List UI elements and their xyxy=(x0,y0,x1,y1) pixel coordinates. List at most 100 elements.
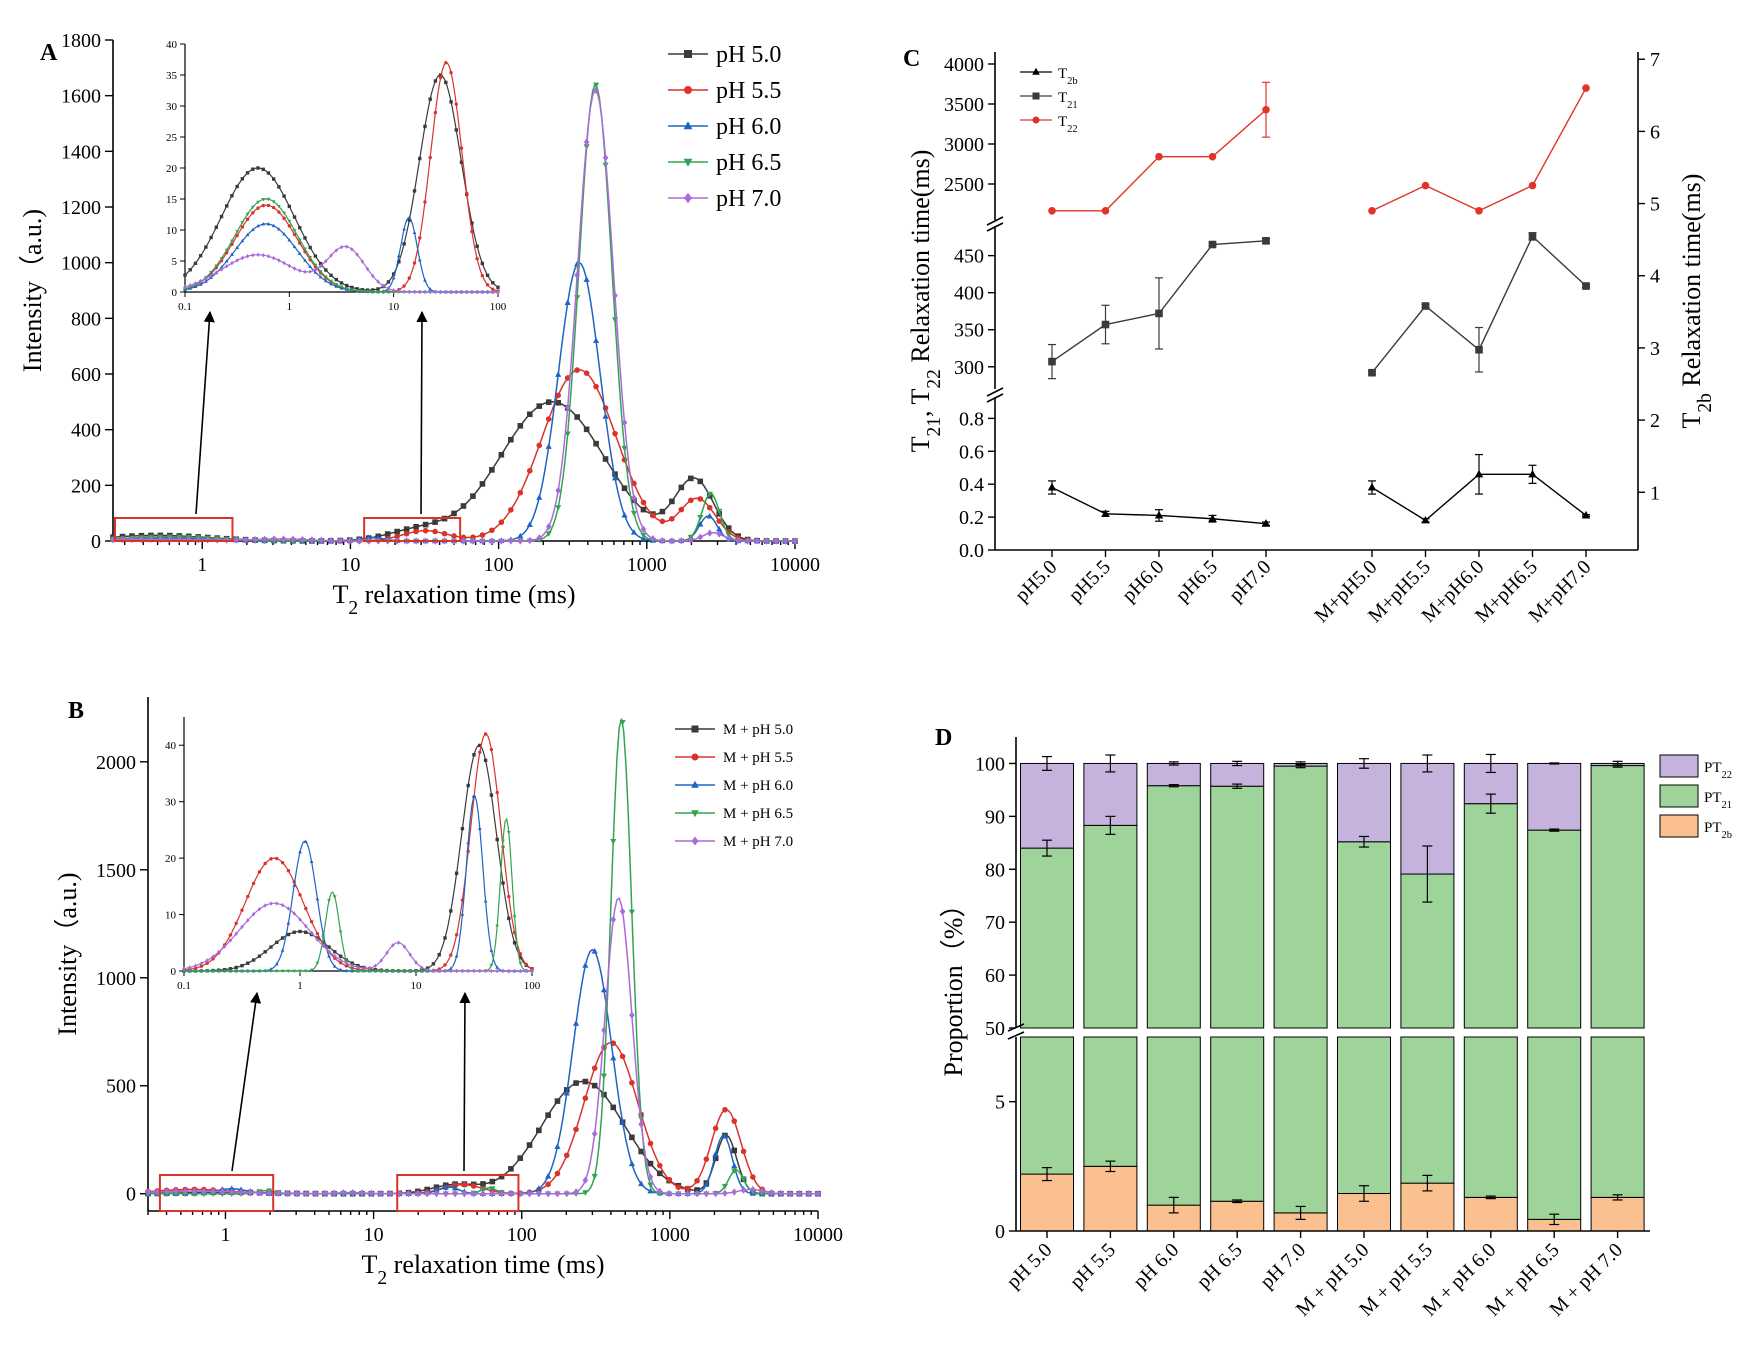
inset-data-point xyxy=(386,280,391,284)
bar-pt22 xyxy=(1527,762,1582,831)
inset-data-point xyxy=(477,826,482,830)
inset-data-point xyxy=(235,230,240,234)
legend-label: pH 6.5 xyxy=(716,150,781,176)
data-point xyxy=(1047,482,1057,491)
inset-data-point xyxy=(219,267,224,272)
data-point xyxy=(303,1189,309,1198)
inset-data-point xyxy=(234,965,238,970)
inset-data-point xyxy=(367,969,372,974)
data-point xyxy=(640,506,647,513)
data-point xyxy=(1101,509,1110,517)
data-point xyxy=(1475,345,1483,354)
inset-data-point xyxy=(315,931,320,936)
data-point xyxy=(489,467,495,473)
data-point xyxy=(706,504,713,511)
series-line xyxy=(147,1041,818,1195)
data-point xyxy=(610,915,617,924)
inset-x-tick-label: 0.1 xyxy=(178,301,192,313)
inset-y-tick-label: 0 xyxy=(171,966,177,978)
data-point xyxy=(564,431,571,438)
inset-data-point xyxy=(292,969,297,974)
data-point xyxy=(173,1187,179,1195)
data-point xyxy=(697,533,704,541)
data-point xyxy=(433,1186,440,1193)
data-point xyxy=(722,1106,728,1113)
inset-data-point xyxy=(507,894,511,899)
left-y-axis-label-part: 22 xyxy=(924,369,945,389)
inset-data-point xyxy=(297,251,302,256)
y-tick-label: 80 xyxy=(985,859,1005,881)
data-point xyxy=(1474,469,1484,478)
data-point xyxy=(703,1190,710,1198)
inset-data-point xyxy=(263,903,267,908)
data-point xyxy=(1101,320,1110,329)
data-point xyxy=(563,1189,570,1198)
inset-x-tick-label: 10 xyxy=(388,301,400,313)
inset-data-point xyxy=(240,225,245,229)
inset-data-point xyxy=(269,945,273,949)
zoom-box xyxy=(114,517,234,542)
inset-data-point xyxy=(379,969,384,974)
inset-data-point xyxy=(329,282,333,286)
inset-data-point xyxy=(277,258,281,263)
inset-data-point xyxy=(282,232,286,236)
inset-data-point xyxy=(324,258,328,264)
data-point xyxy=(554,1098,561,1104)
inset-data-point xyxy=(396,940,401,945)
inset-data-point xyxy=(332,895,337,899)
data-point xyxy=(284,1189,291,1198)
data-point xyxy=(678,484,685,491)
data-point xyxy=(773,537,779,545)
legend-label: M + pH 6.0 xyxy=(723,778,793,794)
bar-pt21-upper xyxy=(1020,847,1074,1029)
data-point xyxy=(669,515,675,522)
inset-data-point xyxy=(454,102,458,106)
data-point xyxy=(647,1187,654,1194)
data-point xyxy=(555,399,561,406)
legend-marker xyxy=(691,836,699,846)
right-y-axis-label-rest: Relaxation time(ms) xyxy=(1677,174,1706,394)
inset-data-point xyxy=(373,969,378,974)
inset-data-point xyxy=(277,185,281,189)
inset-data-point xyxy=(408,969,413,974)
inset-data-point xyxy=(275,901,279,906)
inset-data-point xyxy=(286,869,291,873)
legend-marker xyxy=(684,192,692,204)
y-tick-label: 4000 xyxy=(944,54,984,76)
data-point xyxy=(545,416,552,422)
inset-data-point xyxy=(449,968,453,974)
data-point xyxy=(583,276,590,282)
panel-d: D 50 60 70 80 90 100 0 5 pH 5.0 pH 5.5 pH 6.0 pH 6.… xyxy=(935,725,1732,1321)
data-point xyxy=(573,1188,579,1196)
data-point xyxy=(582,1078,589,1085)
data-point xyxy=(628,909,635,916)
inset-data-point xyxy=(214,225,218,229)
data-point xyxy=(413,524,419,530)
data-point xyxy=(722,1189,728,1197)
inset-data-point xyxy=(228,933,233,937)
axis-break-mark xyxy=(1007,1031,1025,1040)
data-point xyxy=(517,1155,524,1161)
inset-data-point xyxy=(443,936,447,940)
data-point xyxy=(451,533,457,539)
inset-data-point xyxy=(271,205,276,210)
inset-data-point xyxy=(266,197,271,202)
inset-data-point xyxy=(433,79,438,83)
data-point xyxy=(470,1190,477,1198)
inset-data-point xyxy=(350,961,354,965)
data-point xyxy=(452,1190,458,1198)
inset-data-point xyxy=(350,968,355,972)
x-tick-label: 1000 xyxy=(627,554,667,576)
y-tick-label: 0 xyxy=(126,1184,136,1206)
bar-pt21-lower xyxy=(1083,1036,1138,1167)
data-point xyxy=(424,1190,430,1198)
left-y-axis-label-part: T xyxy=(906,436,935,452)
inset-data-point xyxy=(489,747,494,752)
data-point xyxy=(1581,510,1591,519)
inset-data-point xyxy=(287,263,292,269)
inset-data-point xyxy=(396,969,401,974)
legend-label: M + pH 5.0 xyxy=(723,722,793,738)
legend-label: PT22 xyxy=(1704,760,1732,781)
data-point xyxy=(247,1188,254,1197)
data-point xyxy=(508,537,514,545)
